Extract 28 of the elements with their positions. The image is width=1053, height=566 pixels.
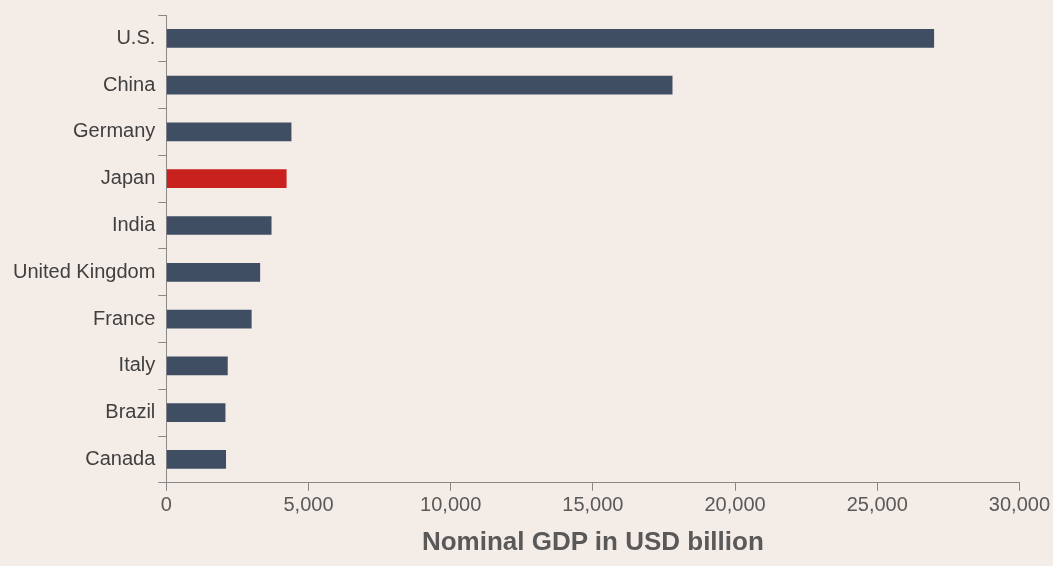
bar bbox=[166, 216, 272, 235]
x-tick-label: 5,000 bbox=[283, 493, 334, 516]
x-tick-label: 0 bbox=[160, 493, 172, 516]
y-tick-label: India bbox=[111, 213, 157, 236]
bar bbox=[166, 356, 228, 376]
bar bbox=[166, 122, 292, 142]
y-tick-label: Germany bbox=[73, 119, 156, 142]
y-tick-label: Italy bbox=[118, 353, 156, 376]
bar bbox=[166, 169, 287, 189]
bar bbox=[166, 403, 226, 422]
x-tick-label: 30,000 bbox=[988, 493, 1050, 516]
bar bbox=[166, 450, 227, 469]
x-axis-title: Nominal GDP in USD billion bbox=[421, 525, 764, 556]
y-tick-label: U.S. bbox=[116, 25, 156, 48]
x-tick-label: 25,000 bbox=[846, 493, 908, 516]
y-tick-label: Brazil bbox=[105, 400, 156, 423]
y-tick-label: United Kingdom bbox=[12, 259, 156, 282]
y-tick-label: France bbox=[93, 306, 156, 329]
bar bbox=[166, 262, 261, 282]
bar bbox=[166, 29, 935, 48]
x-tick-label: 15,000 bbox=[562, 493, 624, 516]
bar bbox=[166, 309, 252, 329]
y-tick-label: Canada bbox=[85, 446, 157, 469]
x-tick-label: 20,000 bbox=[704, 493, 766, 516]
y-tick-label: Japan bbox=[100, 166, 156, 189]
bar bbox=[166, 75, 673, 95]
y-tick-label: China bbox=[103, 72, 157, 95]
x-tick-label: 10,000 bbox=[420, 493, 482, 516]
